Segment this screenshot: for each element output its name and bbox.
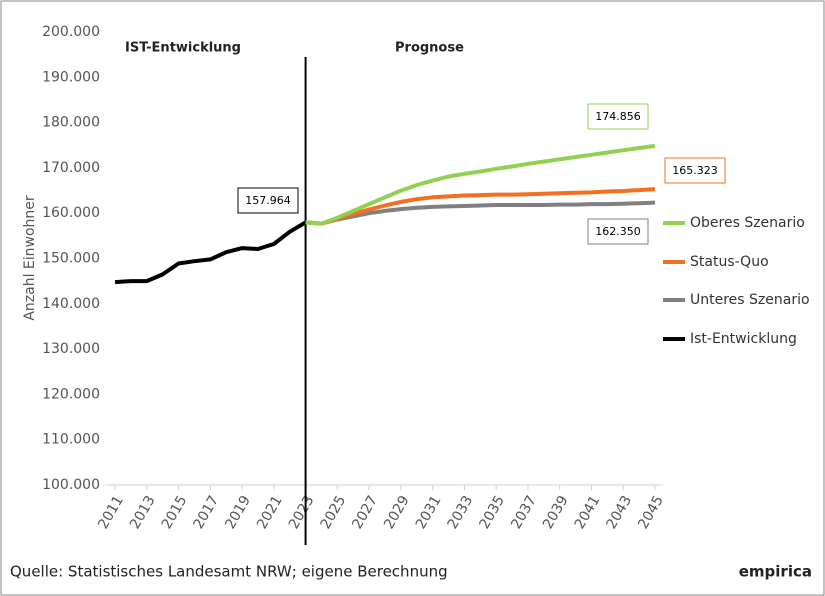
section-label: IST-Entwicklung [125,41,241,56]
value-label: 157.964 [245,194,291,207]
value-label-box [664,157,726,184]
brand: empirica [739,563,812,581]
legend-label: Status-Quo [690,254,769,270]
y-tick-label: 120.000 [42,386,100,402]
y-tick-label: 170.000 [42,160,100,176]
series-line [305,200,656,226]
section-label: Prognose [395,41,464,56]
y-tick-label: 130.000 [42,341,100,357]
value-label: 174.856 [595,110,641,123]
value-label-box [237,187,299,214]
series-line [305,143,656,226]
y-tick-label: 160.000 [42,205,100,221]
value-label: 162.350 [595,225,641,238]
value-label: 165.323 [672,164,718,177]
legend-label: Ist-Entwicklung [690,331,797,347]
y-tick-label: 180.000 [42,115,100,131]
y-tick-label: 100.000 [42,477,100,493]
y-tick-label: 150.000 [42,251,100,267]
legend-label: Unteres Szenario [690,292,810,308]
source: Quelle: Statistisches Landesamt NRW; eig… [10,563,448,581]
value-label-box [587,103,649,130]
y-tick-label: 200.000 [42,24,100,40]
series-line [114,220,307,285]
value-label-box [587,218,649,245]
legend-label: Oberes Szenario [690,215,805,231]
series-line [305,187,656,226]
y-axis-label: Anzahl Einwohner [22,195,38,321]
y-tick-label: 140.000 [42,296,100,312]
y-tick-label: 110.000 [42,432,100,448]
y-tick-label: 190.000 [42,69,100,85]
